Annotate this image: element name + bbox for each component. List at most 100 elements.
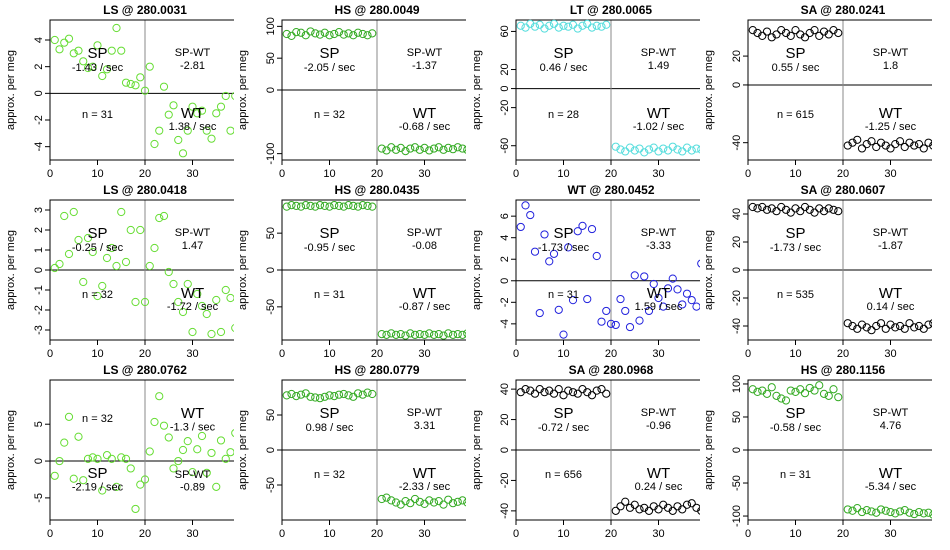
- x-tick-label: 20: [837, 348, 849, 360]
- y-tick-label: 40: [499, 383, 511, 395]
- x-tick-label: 0: [47, 168, 53, 180]
- annotation-sp: SP: [553, 45, 573, 62]
- data-point: [150, 243, 159, 253]
- data-point: [320, 28, 329, 37]
- data-point: [131, 297, 140, 307]
- y-tick-label: -100: [265, 143, 277, 165]
- data-point: [564, 243, 573, 252]
- data-point: [444, 143, 453, 153]
- y-tick-label: 5: [33, 421, 45, 427]
- data-point: [781, 396, 791, 405]
- data-point: [762, 205, 772, 214]
- data-point: [448, 499, 458, 508]
- data-point: [444, 495, 453, 504]
- y-tick-label: -60: [499, 138, 511, 154]
- annotation-wt: WT: [413, 285, 436, 302]
- data-point: [344, 29, 353, 38]
- data-point: [568, 296, 578, 305]
- data-point: [824, 391, 833, 400]
- data-point: [292, 391, 301, 401]
- y-tick-label: 20: [731, 236, 743, 248]
- annotation-spwt-val: -1.37: [412, 60, 437, 72]
- data-point: [549, 249, 559, 258]
- data-point: [767, 33, 776, 42]
- data-point: [453, 330, 462, 339]
- data-point: [786, 31, 795, 40]
- data-point: [363, 31, 372, 40]
- data-point: [458, 496, 466, 505]
- data-point: [796, 385, 805, 394]
- data-point: [429, 498, 439, 507]
- data-point: [320, 392, 329, 401]
- data-point: [226, 293, 234, 303]
- data-point: [772, 207, 781, 216]
- data-point: [325, 31, 334, 40]
- data-point: [762, 389, 772, 398]
- y-tick-label: -20: [731, 290, 743, 306]
- data-point: [131, 81, 140, 90]
- annotation-sp: SP: [87, 465, 107, 482]
- data-point: [145, 447, 154, 456]
- annotation-spwt-val: 1.47: [182, 240, 203, 252]
- data-point: [88, 62, 97, 71]
- data-point: [463, 145, 466, 154]
- data-point: [602, 306, 611, 316]
- data-point: [339, 30, 348, 39]
- x-tick-label: 10: [557, 168, 569, 180]
- data-point: [221, 285, 230, 295]
- annotation-spwt-val: 3.31: [414, 420, 435, 432]
- data-point: [193, 289, 202, 299]
- annotation-spwt: SP-WT: [873, 407, 909, 419]
- data-point: [325, 202, 334, 211]
- data-point: [659, 302, 668, 311]
- annotation-sp-rate: -0.25 / sec: [72, 242, 124, 254]
- y-axis-label: approx. per meg: [237, 50, 249, 130]
- data-point: [140, 86, 150, 95]
- data-point: [777, 394, 786, 403]
- data-point: [616, 145, 625, 154]
- data-point: [597, 385, 606, 394]
- annotation-sp-rate: -0.72 / sec: [538, 422, 590, 434]
- data-point: [193, 109, 202, 118]
- data-point: [772, 30, 781, 39]
- data-point: [126, 79, 135, 89]
- x-tick-label: 10: [91, 348, 103, 360]
- x-tick-label: 0: [47, 528, 53, 540]
- data-point: [434, 497, 443, 506]
- data-point: [150, 139, 159, 149]
- x-tick-label: 0: [279, 168, 285, 180]
- data-point: [682, 289, 692, 298]
- data-point: [363, 201, 372, 210]
- annotation-sp: SP: [319, 405, 339, 422]
- data-point: [758, 202, 767, 212]
- data-point: [697, 506, 700, 515]
- chart-title: LS @ 280.0762: [103, 363, 187, 377]
- annotation-wt-rate: -1.25 / sec: [865, 121, 917, 133]
- annotation-wt: WT: [879, 465, 902, 482]
- data-point: [881, 324, 890, 333]
- data-point: [183, 437, 192, 446]
- data-point: [876, 138, 886, 147]
- data-point: [678, 300, 687, 309]
- data-point: [687, 499, 696, 508]
- data-point: [178, 445, 188, 455]
- y-tick-label: -50: [731, 475, 743, 491]
- annotation-wt-rate: -1.02 / sec: [633, 121, 685, 133]
- data-point: [212, 295, 221, 305]
- data-point: [74, 235, 83, 245]
- data-point: [306, 201, 315, 210]
- data-point: [226, 448, 234, 457]
- data-point: [121, 257, 131, 267]
- data-point: [777, 202, 786, 212]
- data-point: [611, 506, 620, 515]
- x-tick-label: 30: [884, 168, 896, 180]
- chart-title: LS @ 280.0031: [103, 3, 187, 17]
- annotation-wt: WT: [181, 405, 204, 422]
- x-tick-label: 20: [139, 528, 151, 540]
- data-point: [126, 225, 135, 235]
- data-point: [315, 394, 325, 403]
- data-point: [758, 31, 767, 40]
